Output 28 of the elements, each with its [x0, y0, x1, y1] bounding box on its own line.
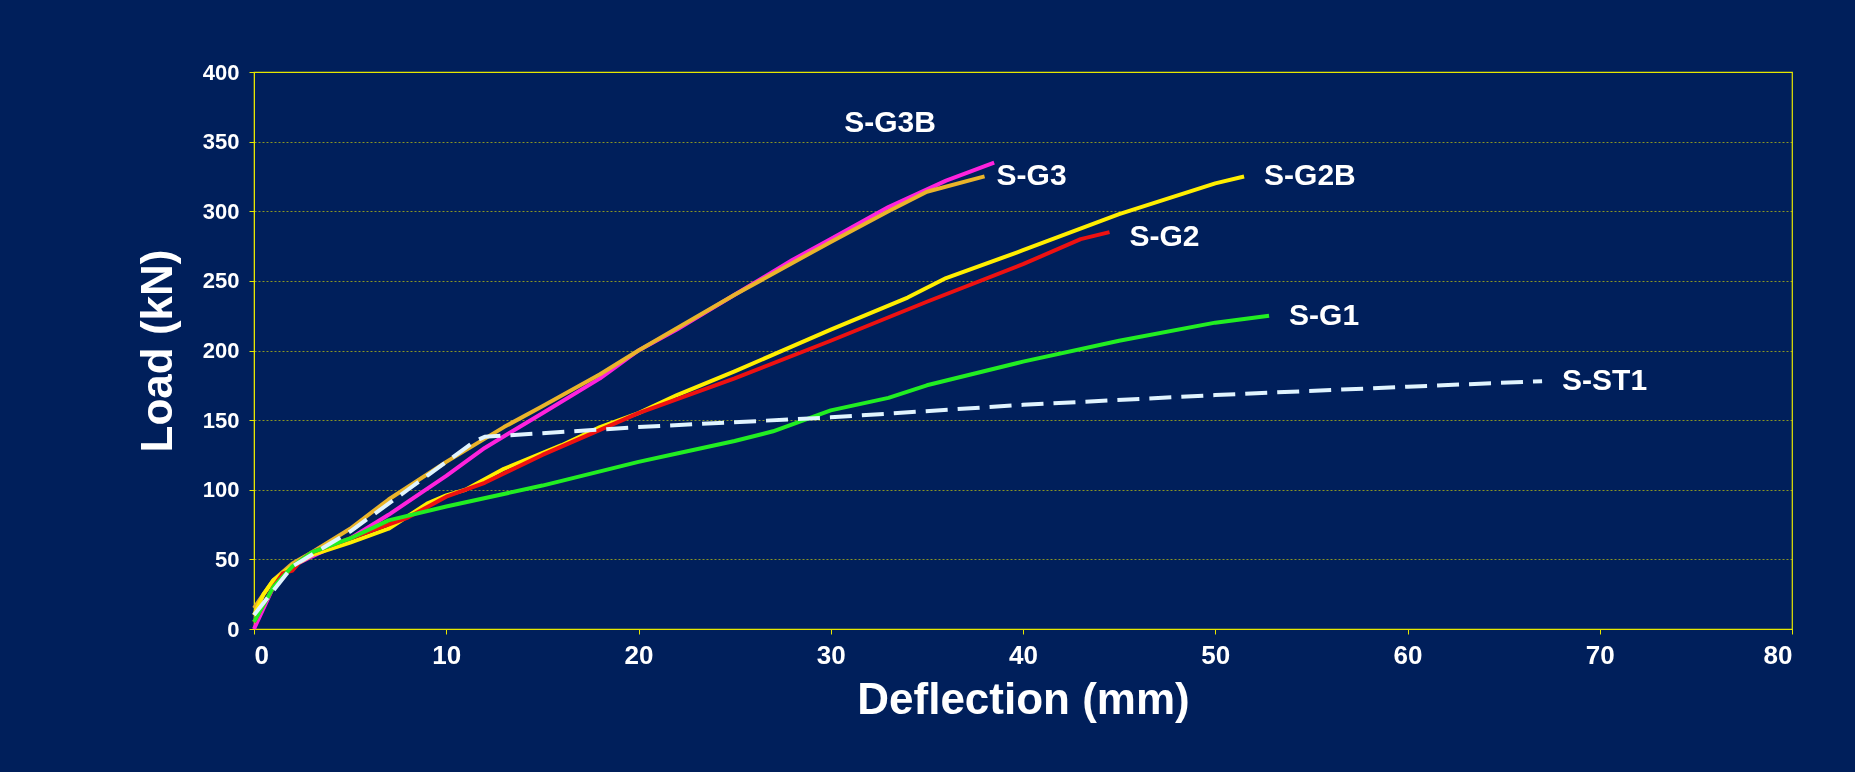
y-tick-label: 150: [202, 407, 240, 433]
series-label: S-G3: [996, 158, 1067, 192]
y-tick-label: 300: [202, 198, 240, 224]
x-tick-label: 30: [816, 639, 846, 670]
y-axis-title: Load (kN): [131, 249, 181, 453]
x-tick-label: 10: [432, 639, 462, 670]
x-tick-label: 20: [624, 639, 654, 670]
x-axis-title: Deflection (mm): [857, 673, 1190, 723]
series-label: S-G1: [1289, 297, 1360, 331]
x-tick-label: 70: [1585, 639, 1615, 670]
series-label: S-G2: [1129, 219, 1200, 253]
x-tick-label: 0: [254, 639, 269, 670]
x-tick-label: 40: [1009, 639, 1038, 670]
series-label: S-G2B: [1264, 158, 1356, 192]
y-tick-label: 50: [215, 546, 240, 572]
line-series: [252, 313, 1272, 625]
line-series: [252, 379, 1545, 618]
x-tick-label: 60: [1393, 639, 1423, 670]
y-tick-label: 400: [202, 59, 240, 85]
x-tick-label: 80: [1763, 639, 1793, 670]
y-tick-label: 350: [202, 129, 240, 155]
y-tick-label: 0: [227, 616, 240, 642]
series-label: S-ST1: [1562, 363, 1648, 397]
x-tick-label: 50: [1201, 639, 1231, 670]
series-label: S-G3B: [844, 104, 936, 138]
y-tick-label: 100: [202, 477, 240, 503]
y-tick-label: 250: [202, 268, 240, 294]
y-tick-label: 200: [202, 338, 240, 363]
